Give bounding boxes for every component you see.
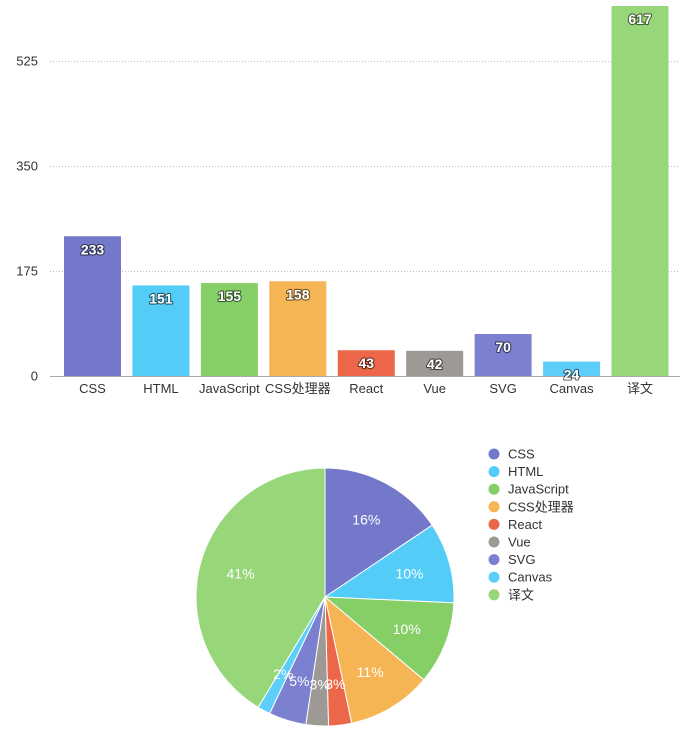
bar-value-label: 151 xyxy=(149,290,173,306)
bar-value-label: 155 xyxy=(218,288,242,304)
legend-item[interactable]: Vue xyxy=(488,535,531,550)
legend-label: CSS xyxy=(508,447,535,462)
pie-slice[interactable] xyxy=(323,524,455,604)
pie-slice[interactable] xyxy=(324,595,425,724)
bar-value-label: 233 xyxy=(81,241,105,257)
pie-percent-label: 5% xyxy=(289,673,309,689)
pie-slice[interactable] xyxy=(195,467,326,708)
pie-slice[interactable] xyxy=(323,596,455,681)
legend-item[interactable]: HTML xyxy=(488,464,544,479)
bar-value-label: 43 xyxy=(358,355,374,371)
x-tick-label: CSS处理器 xyxy=(265,381,331,396)
bar[interactable] xyxy=(64,236,121,376)
legend-label: Canvas xyxy=(508,570,553,585)
legend-label: React xyxy=(508,517,542,532)
pie-legend: CSS HTML JavaScript CSS处理器 React Vue SVG Canvas… xyxy=(488,447,574,602)
legend-label: Vue xyxy=(508,535,531,550)
legend-item[interactable]: 译文 xyxy=(488,587,535,602)
bar-y-axis: 0 175 350 525 xyxy=(16,54,38,384)
bar-value-label: 42 xyxy=(427,356,443,372)
pie-slices xyxy=(195,467,455,727)
pie-labels: 16%10%10%11%3%3%5%2%41% xyxy=(227,512,424,693)
pie-percent-label: 10% xyxy=(395,565,423,581)
pie-percent-label: 10% xyxy=(393,621,421,637)
legend-item[interactable]: CSS xyxy=(488,447,536,462)
legend-swatch xyxy=(488,518,500,530)
x-tick-label: Vue xyxy=(423,381,446,396)
bar[interactable] xyxy=(337,350,395,376)
pie-slice[interactable] xyxy=(324,467,433,598)
legend-swatch xyxy=(488,466,500,478)
legend-label: JavaScript xyxy=(508,482,569,497)
bar[interactable] xyxy=(611,6,669,376)
legend-label: 译文 xyxy=(508,587,534,602)
bar-x-axis: CSS HTML JavaScript CSS处理器 React Vue SVG Canvas… xyxy=(79,381,653,396)
legend-swatch xyxy=(488,448,500,460)
x-tick-label: 译文 xyxy=(627,381,653,396)
bar-value-label: 24 xyxy=(564,367,580,383)
legend-label: SVG xyxy=(508,552,535,567)
x-tick-label: Canvas xyxy=(550,381,595,396)
bar[interactable] xyxy=(406,350,464,376)
bar[interactable] xyxy=(543,361,601,376)
legend-swatch xyxy=(488,554,500,566)
legend-item[interactable]: Canvas xyxy=(488,570,553,585)
x-tick-label: SVG xyxy=(489,381,516,396)
legend-swatch xyxy=(488,536,500,548)
x-tick-label: HTML xyxy=(143,381,178,396)
bar-gridlines xyxy=(50,61,680,272)
bar[interactable] xyxy=(200,283,258,376)
legend-swatch xyxy=(488,571,500,583)
bar-chart: 0 175 350 525 233 151 155 158 43 42 70 24 617 CSS HTML… xyxy=(16,6,680,396)
pie-percent-label: 3% xyxy=(310,677,330,693)
y-tick-label: 175 xyxy=(16,264,38,279)
pie-percent-label: 2% xyxy=(273,666,293,682)
legend-item[interactable]: JavaScript xyxy=(488,482,570,497)
pie-percent-label: 41% xyxy=(227,565,255,581)
x-tick-label: React xyxy=(349,381,383,396)
legend-item[interactable]: SVG xyxy=(488,552,536,567)
bar-value-label: 70 xyxy=(495,339,511,355)
legend-swatch xyxy=(488,501,500,513)
bar[interactable] xyxy=(269,281,327,376)
pie-percent-label: 11% xyxy=(357,664,384,680)
legend-label: HTML xyxy=(508,464,543,479)
bar[interactable] xyxy=(474,334,532,376)
bar-value-label: 158 xyxy=(286,286,310,302)
bar-value-label: 617 xyxy=(628,11,652,27)
y-tick-label: 350 xyxy=(16,159,38,174)
legend-swatch xyxy=(488,589,500,601)
pie-percent-label: 16% xyxy=(352,512,380,528)
bar[interactable] xyxy=(132,285,190,376)
legend-item[interactable]: CSS处理器 xyxy=(488,499,574,514)
x-tick-label: JavaScript xyxy=(199,381,260,396)
y-tick-label: 0 xyxy=(31,369,38,384)
legend-label: CSS处理器 xyxy=(508,499,574,514)
y-tick-label: 525 xyxy=(16,54,38,69)
legend-item[interactable]: React xyxy=(488,517,543,532)
x-tick-label: CSS xyxy=(79,381,106,396)
bar-series: 233 151 155 158 43 42 70 24 617 xyxy=(64,6,669,384)
legend-swatch xyxy=(488,483,500,495)
pie-percent-label: 3% xyxy=(325,676,345,692)
